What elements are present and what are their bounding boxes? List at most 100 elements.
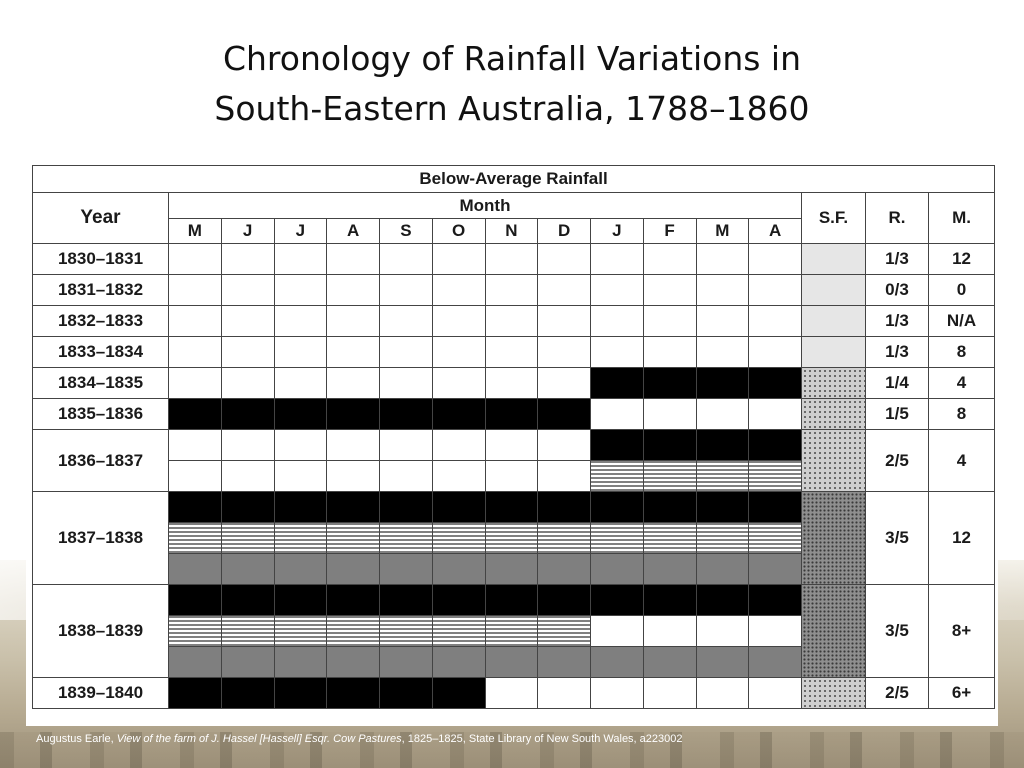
r-cell: 2/5 bbox=[865, 429, 929, 492]
m-cell: 0 bbox=[927, 274, 996, 306]
caption-author: Augustus Earle, bbox=[36, 733, 117, 745]
month-cell bbox=[537, 584, 591, 616]
month-cell bbox=[326, 615, 380, 647]
month-cell bbox=[326, 274, 380, 306]
table-row bbox=[33, 460, 995, 492]
month-cell bbox=[273, 367, 328, 399]
year-cell: 1836–1837 bbox=[32, 429, 169, 492]
month-cell bbox=[537, 305, 591, 337]
month-cell bbox=[537, 398, 591, 430]
month-cell bbox=[431, 460, 486, 492]
m-cell: 4 bbox=[927, 429, 996, 492]
month-header: D bbox=[537, 218, 591, 244]
caption-work: View of the farm of J. Hassel [Hassell] … bbox=[116, 733, 402, 745]
month-cell bbox=[748, 429, 802, 461]
month-cell bbox=[168, 522, 222, 554]
month-cell bbox=[484, 336, 539, 368]
sf-cell bbox=[801, 367, 866, 399]
month-cell bbox=[590, 677, 644, 709]
month-cell bbox=[431, 677, 486, 709]
table-body: 1830–1831 1/3 12 1831–1832 0/3 0 1832–1833 1/3 N… bbox=[32, 243, 996, 709]
month-cell bbox=[642, 584, 697, 616]
month-cell bbox=[590, 584, 644, 616]
m-cell: 8 bbox=[927, 336, 996, 368]
month-cell bbox=[168, 646, 222, 678]
month-cell bbox=[273, 460, 328, 492]
month-cell bbox=[695, 243, 750, 275]
table-row bbox=[33, 646, 995, 678]
r-cell: 1/3 bbox=[865, 305, 929, 337]
month-cell bbox=[590, 398, 644, 430]
month-cell bbox=[642, 615, 697, 647]
table-row: 1838–1839 3/5 8+ bbox=[32, 584, 996, 678]
month-cell bbox=[590, 367, 644, 399]
month-cell bbox=[484, 398, 539, 430]
table-row: 1830–1831 1/3 12 bbox=[32, 243, 996, 275]
month-cell bbox=[537, 429, 591, 461]
month-cell bbox=[695, 336, 750, 368]
month-cell bbox=[168, 615, 222, 647]
month-cell bbox=[273, 305, 328, 337]
month-cell bbox=[590, 491, 644, 523]
sf-cell bbox=[801, 584, 866, 678]
title-line-1: Chronology of Rainfall Variations in bbox=[222, 39, 802, 78]
table-row: 1837–1838 3/5 12 bbox=[32, 491, 996, 585]
month-cell bbox=[273, 677, 328, 709]
month-cell bbox=[642, 367, 697, 399]
month-cell bbox=[273, 429, 328, 461]
m-cell: 12 bbox=[927, 243, 996, 275]
month-cell bbox=[590, 305, 644, 337]
sf-cell bbox=[801, 305, 866, 337]
month-cell bbox=[642, 429, 697, 461]
month-cell bbox=[590, 553, 644, 585]
rainfall-table: Below-Average Rainfall Year Month S.F. R… bbox=[31, 165, 996, 709]
month-cell bbox=[379, 522, 433, 554]
year-cell: 1839–1840 bbox=[32, 677, 169, 709]
month-cell bbox=[537, 336, 591, 368]
month-cell bbox=[168, 367, 222, 399]
month-cell bbox=[695, 305, 750, 337]
r-cell: 1/3 bbox=[865, 243, 929, 275]
month-cell bbox=[379, 491, 433, 523]
month-cell bbox=[484, 429, 539, 461]
r-cell: 2/5 bbox=[865, 677, 929, 709]
month-cell bbox=[431, 553, 486, 585]
month-cell bbox=[642, 243, 697, 275]
month-cell bbox=[220, 460, 275, 492]
year-cell: 1833–1834 bbox=[32, 336, 169, 368]
month-header: M bbox=[695, 218, 750, 244]
sf-cell bbox=[801, 243, 866, 275]
month-cell bbox=[326, 460, 380, 492]
month-cell bbox=[220, 584, 275, 616]
month-cell bbox=[484, 646, 539, 678]
month-cell bbox=[484, 584, 539, 616]
year-cell: 1830–1831 bbox=[32, 243, 169, 275]
month-header: J bbox=[220, 218, 275, 244]
month-cell bbox=[431, 646, 486, 678]
month-cell bbox=[379, 274, 433, 306]
m-cell: 8+ bbox=[927, 584, 996, 678]
table-row bbox=[33, 553, 995, 585]
table-row: 1833–1834 1/3 8 bbox=[32, 336, 996, 368]
month-cell bbox=[590, 615, 644, 647]
r-cell: 3/5 bbox=[865, 584, 929, 678]
month-cell bbox=[537, 553, 591, 585]
header-m: M. bbox=[927, 192, 996, 244]
month-cell bbox=[748, 615, 802, 647]
header-year: Year bbox=[32, 192, 169, 244]
month-cell bbox=[695, 615, 750, 647]
month-cell bbox=[642, 460, 697, 492]
month-cell bbox=[642, 305, 697, 337]
month-cell bbox=[590, 522, 644, 554]
month-cell bbox=[326, 305, 380, 337]
month-header: S bbox=[379, 218, 433, 244]
month-cell bbox=[695, 460, 750, 492]
m-cell: 4 bbox=[927, 367, 996, 399]
title-line-2: South-Eastern Australia, 1788–1860 bbox=[214, 89, 810, 128]
month-cell bbox=[642, 522, 697, 554]
header-r: R. bbox=[865, 192, 929, 244]
month-cell bbox=[695, 398, 750, 430]
month-cell bbox=[748, 336, 802, 368]
month-cell bbox=[326, 646, 380, 678]
month-cell bbox=[220, 274, 275, 306]
